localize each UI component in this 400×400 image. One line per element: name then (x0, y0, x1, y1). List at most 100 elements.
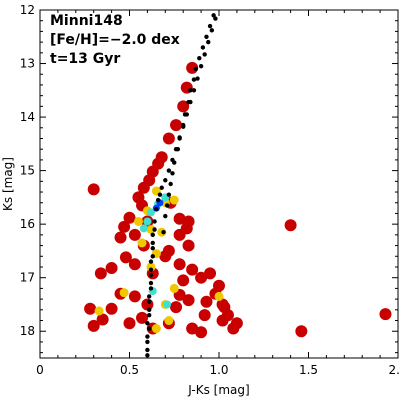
isochrone-point (146, 326, 152, 331)
y-tick-label: 12 (20, 3, 35, 17)
density-mid-point (146, 262, 156, 272)
y-tick-label: 17 (20, 271, 35, 285)
y-tick-label: 15 (20, 164, 35, 178)
y-axis-title: Ks [mag] (1, 157, 15, 211)
star-point (195, 326, 208, 339)
density-high-point (143, 217, 152, 226)
density-mid-point (133, 216, 143, 226)
isochrone-point (213, 16, 218, 21)
isochrone-point (146, 294, 152, 299)
star-point (87, 183, 100, 196)
isochrone-point (198, 64, 204, 69)
star-point (182, 239, 195, 252)
star-point (295, 325, 308, 338)
x-tick-label: 1.5 (299, 363, 318, 377)
y-tick-label: 18 (20, 324, 35, 338)
isochrone-point (145, 334, 150, 339)
isochrone-point (145, 347, 150, 353)
isochrone-point (148, 280, 154, 286)
annotation-metallicity: [Fe/H]=−2.0 dex (50, 32, 180, 48)
star-point (137, 181, 150, 194)
star-point (123, 211, 136, 224)
star-point (128, 228, 141, 241)
density-mid-point (137, 238, 147, 248)
star-point (123, 317, 136, 330)
isochrone-point (150, 232, 155, 238)
isochrone-point (191, 88, 197, 93)
annotation-cluster-name: Minni148 (50, 13, 123, 29)
y-tick-label: 13 (20, 57, 35, 71)
density-high-point (146, 208, 155, 217)
star-point (186, 263, 199, 276)
isochrone-point (168, 181, 173, 187)
isochrone-point (146, 312, 152, 318)
isochrone-point (177, 135, 182, 140)
star-point (105, 302, 118, 315)
y-tick-label: 14 (20, 110, 35, 124)
isochrone-point (191, 77, 197, 82)
star-point (198, 309, 211, 322)
isochrone-point (150, 240, 155, 246)
x-tick-label: 1.0 (209, 363, 228, 377)
star-point (204, 267, 217, 280)
isochrone-point (164, 203, 170, 208)
isochrone-point (188, 88, 193, 93)
annotation-age: t=13 Gyr (50, 51, 120, 67)
isochrone-point (148, 259, 154, 264)
isochrone-point (166, 168, 172, 173)
star-point (195, 271, 208, 284)
star-point (173, 258, 186, 271)
star-point (379, 308, 392, 321)
isochrone-point (163, 213, 168, 219)
star-point (200, 295, 213, 308)
x-tick-label: 0 (36, 363, 44, 377)
isochrone-point (148, 286, 154, 291)
isochrone-point (145, 321, 150, 326)
isochrone-point (172, 160, 177, 165)
isochrone-point (163, 178, 168, 183)
density-mid-point (214, 291, 224, 301)
isochrone-point (195, 76, 200, 81)
x-axis-title: J-Ks [mag] (187, 383, 249, 397)
isochrone-point (157, 192, 163, 197)
density-mid-point (169, 283, 179, 293)
star-point (128, 258, 141, 271)
isochrone-point (200, 45, 206, 50)
star-point (162, 132, 175, 145)
star-point (173, 228, 186, 241)
isochrone-point (146, 299, 152, 304)
density-mid-point (169, 195, 179, 205)
isochrone-point (209, 28, 215, 33)
star-point (159, 250, 172, 263)
density-mid-point (119, 288, 129, 298)
isochrone-point (152, 227, 157, 232)
star-point (128, 290, 141, 303)
x-tick-label: 0.5 (120, 363, 139, 377)
star-point (114, 231, 127, 244)
isochrone-point (207, 23, 213, 29)
isochrone-point (150, 254, 155, 259)
density-high-point (139, 224, 148, 233)
star-point (105, 262, 118, 275)
axis-ticks: 0 0.5 1.0 1.5 2.0 12 13 14 15 16 17 18 (20, 3, 400, 377)
star-point (96, 313, 109, 326)
isochrone-point (181, 122, 186, 128)
star-point (119, 251, 132, 264)
density-mid-point (164, 316, 174, 326)
x-tick-label: 2.0 (388, 363, 400, 377)
isochrone-point (202, 52, 207, 57)
star-point (136, 311, 149, 324)
density-mid-point (146, 225, 156, 235)
isochrone-point (182, 112, 188, 117)
isochrone-point (175, 147, 181, 152)
isochrone-point (166, 192, 172, 197)
star-point (94, 267, 107, 280)
isochrone-point (204, 34, 209, 39)
isochrone-point (154, 206, 159, 212)
star-point (177, 274, 190, 287)
star-point (87, 319, 100, 332)
isochrone-point (159, 185, 164, 190)
isochrone-point (155, 197, 161, 203)
density-mid-point (151, 324, 161, 334)
